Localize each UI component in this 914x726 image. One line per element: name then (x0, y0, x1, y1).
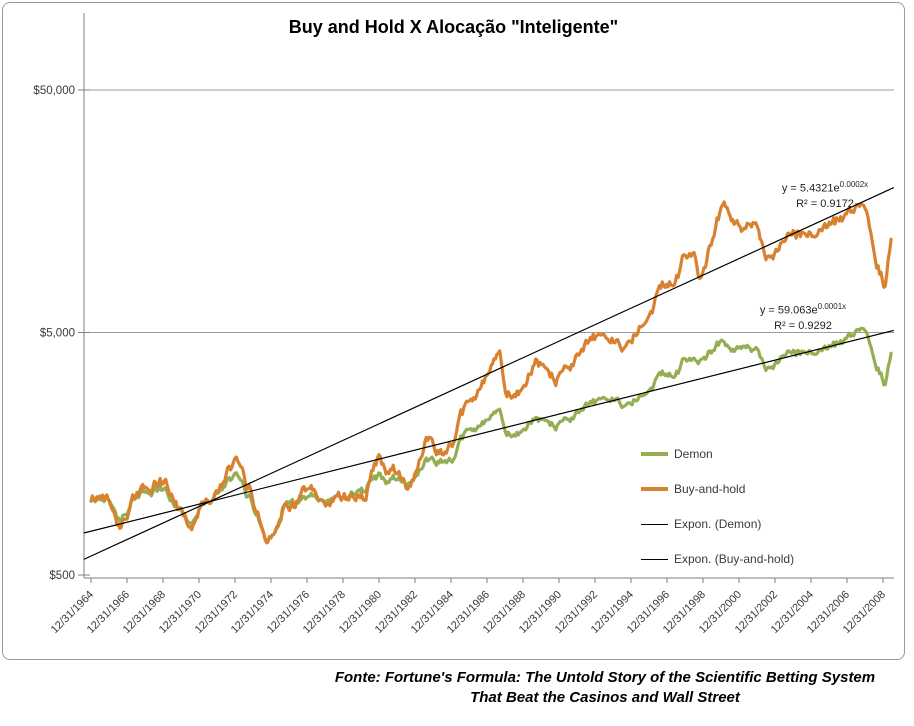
equation-r-squared: R² = 0.9172 (796, 197, 854, 210)
legend-item-buy-and-hold: Buy-and-hold (641, 481, 794, 497)
trendline-equation-buy-and-hold: y = 5.4321e0.0002x R² = 0.9172 (741, 177, 909, 212)
y-axis-label: $5,000 (40, 328, 75, 340)
demon-line-swatch (641, 452, 668, 456)
legend-item-demon: Demon (641, 446, 794, 462)
expon-demon-trendline (83, 329, 894, 534)
chart-legend: Demon Buy-and-hold Expon. (Demon) Expon.… (641, 446, 794, 586)
expon-demon-line-swatch (641, 523, 668, 525)
buy-and-hold-line-swatch (641, 487, 668, 491)
buy-and-hold-series-line (89, 200, 893, 545)
equation-formula: y = 5.4321e0.0002x (781, 180, 869, 195)
demon-series-line (89, 326, 893, 544)
equation-formula: y = 59.063e0.0001x (759, 302, 847, 317)
y-axis-label: $500 (49, 570, 75, 582)
legend-item-expon-demon: Expon. (Demon) (641, 516, 794, 532)
legend-label: Buy-and-hold (674, 482, 746, 496)
chart-plot-area: $50,000$5,000$50012/31/196412/31/196612/… (33, 13, 895, 636)
expon-buy-and-hold-trendline (83, 187, 895, 560)
equation-r-squared: R² = 0.9292 (774, 319, 832, 332)
y-axis-label: $50,000 (33, 85, 75, 97)
chart-frame: Buy and Hold X Alocação "Inteligente" $5… (2, 2, 905, 660)
source-caption-line2: That Beat the Casinos and Wall Street (470, 689, 740, 706)
legend-item-expon-buy-and-hold: Expon. (Buy-and-hold) (641, 551, 794, 567)
source-caption-line1: Fonte: Fortune's Formula: The Untold Sto… (334, 669, 876, 686)
legend-label: Expon. (Buy-and-hold) (674, 552, 795, 566)
legend-label: Demon (674, 447, 713, 461)
source-caption: Fonte: Fortune's Formula: The Untold Sto… (295, 668, 914, 708)
trendline-equation-demon: y = 59.063e0.0001x R² = 0.9292 (719, 299, 887, 334)
expon-buy-and-hold-line-swatch (641, 558, 668, 560)
legend-label: Expon. (Demon) (674, 517, 762, 531)
chart-title: Buy and Hold X Alocação "Inteligente" (288, 17, 619, 37)
